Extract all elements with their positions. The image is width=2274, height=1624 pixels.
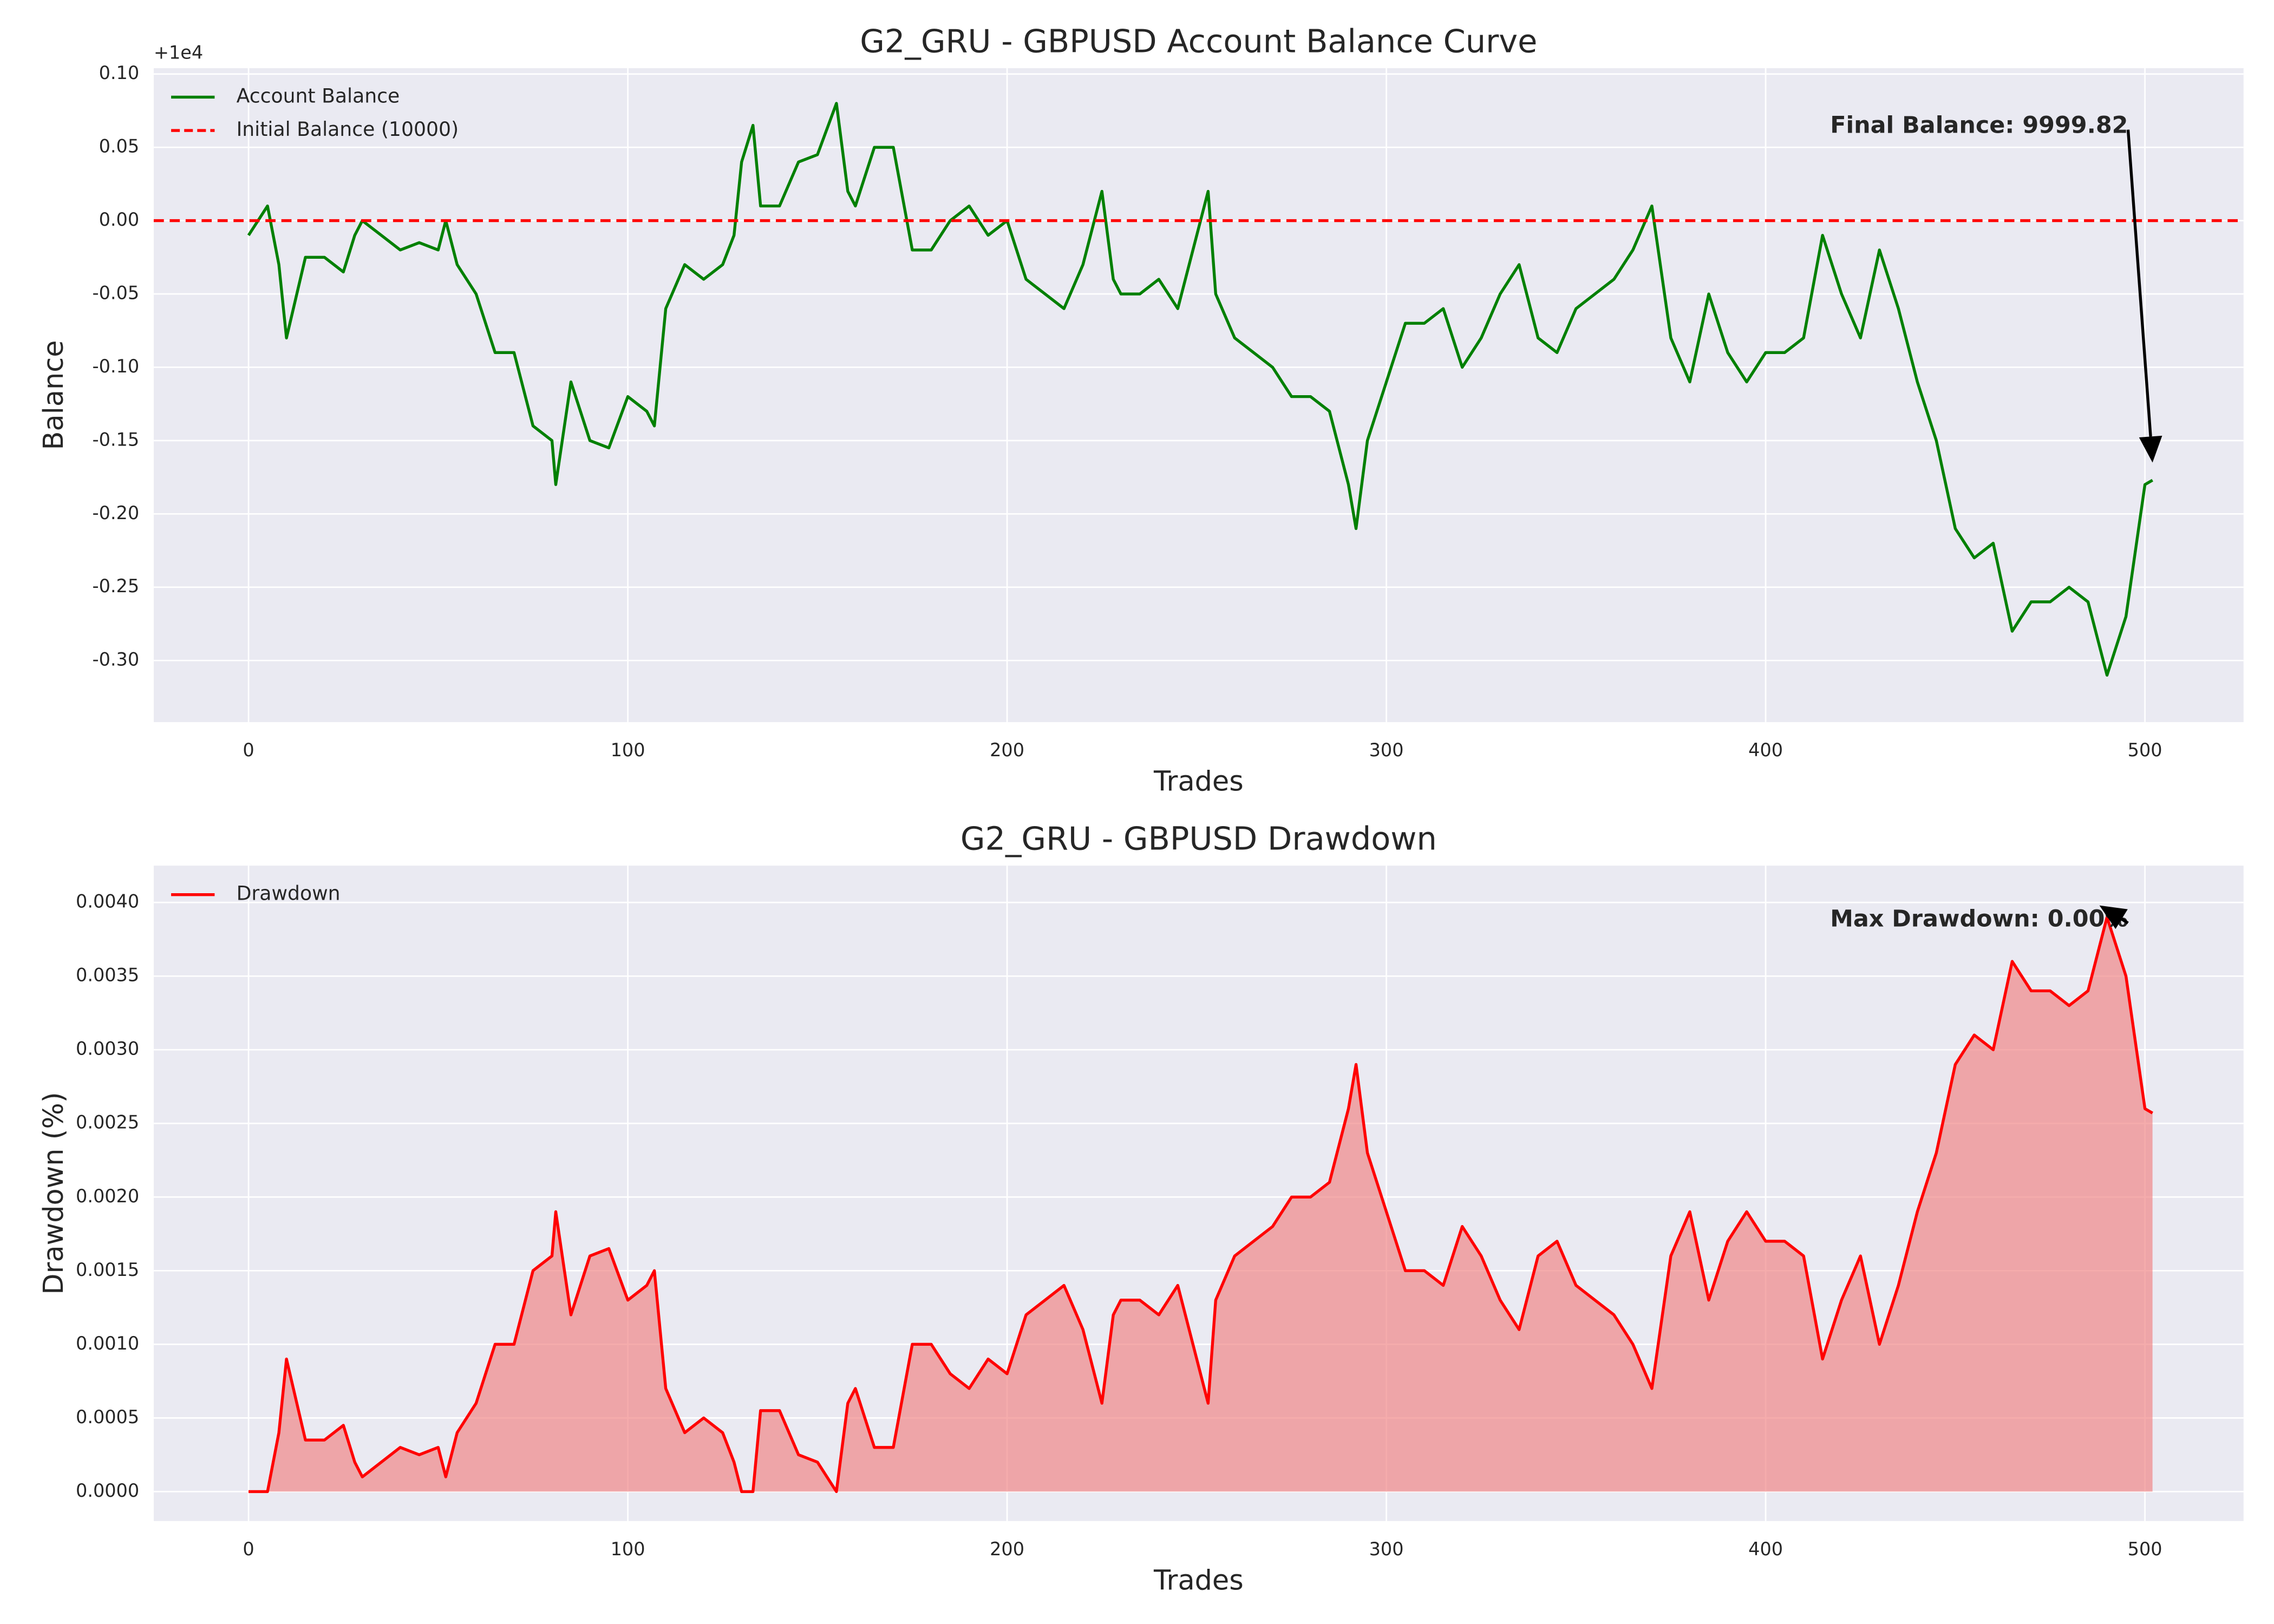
y-tick-label: 0.0005 [76, 1406, 139, 1427]
legend-label: Initial Balance (10000) [237, 117, 459, 141]
annotation-text: Final Balance: 9999.82 [1830, 112, 2128, 139]
x-tick-label: 300 [1369, 1538, 1404, 1560]
x-tick-label: 300 [1369, 739, 1404, 761]
x-tick-label: 0 [243, 739, 254, 761]
annotation-arrowhead [2139, 435, 2162, 463]
y-tick-label: -0.15 [93, 429, 140, 450]
y-tick-label: 0.05 [99, 136, 140, 157]
y-tick-label: 0.0020 [76, 1186, 139, 1207]
annotation-text: Max Drawdown: 0.00% [1830, 905, 2128, 932]
legend-label: Drawdown [237, 882, 341, 905]
y-axis-label: Drawdown (%) [38, 1092, 70, 1294]
line-series [249, 915, 2153, 1494]
chart-title: G2_GRU - GBPUSD Drawdown [960, 820, 1437, 857]
chart-title: G2_GRU - GBPUSD Account Balance Curve [860, 22, 1537, 60]
y-axis-label: Balance [38, 340, 70, 450]
x-tick-label: 100 [611, 1538, 645, 1560]
y-tick-label: 0.0030 [76, 1038, 139, 1059]
y-tick-label: -0.20 [93, 502, 140, 523]
y-tick-label: 0.0015 [76, 1259, 139, 1280]
y-tick-label: -0.10 [93, 356, 140, 377]
y-tick-label: -0.30 [93, 649, 140, 670]
x-tick-label: 200 [990, 1538, 1024, 1560]
y-tick-label: 0.00 [99, 209, 140, 230]
x-tick-label: 100 [611, 739, 645, 761]
y-tick-label: -0.25 [93, 575, 140, 597]
x-tick-label: 400 [1748, 1538, 1783, 1560]
x-tick-label: 400 [1748, 739, 1783, 761]
x-axis-label: Trades [1153, 1564, 1244, 1596]
x-tick-label: 200 [990, 739, 1024, 761]
annotation-arrow [2126, 129, 2152, 437]
legend-label: Account Balance [237, 84, 400, 107]
x-tick-label: 500 [2128, 739, 2162, 761]
axis-offset: +1e4 [154, 42, 203, 63]
y-tick-label: 0.0010 [76, 1333, 139, 1354]
annotation-arrow [2121, 918, 2129, 925]
x-tick-label: 0 [243, 1538, 254, 1560]
x-tick-label: 500 [2128, 1538, 2162, 1560]
plot-background [153, 68, 2244, 722]
annotation-arrowhead [2099, 905, 2128, 929]
y-tick-label: 0.0000 [76, 1480, 139, 1501]
y-tick-label: -0.05 [93, 283, 140, 304]
y-tick-label: 0.0040 [76, 891, 139, 912]
area-fill [249, 917, 2153, 1492]
y-tick-label: 0.0025 [76, 1112, 139, 1133]
y-tick-label: 0.10 [99, 62, 140, 83]
x-axis-label: Trades [1153, 765, 1244, 797]
y-tick-label: 0.0035 [76, 965, 139, 986]
line-series [247, 102, 2153, 677]
